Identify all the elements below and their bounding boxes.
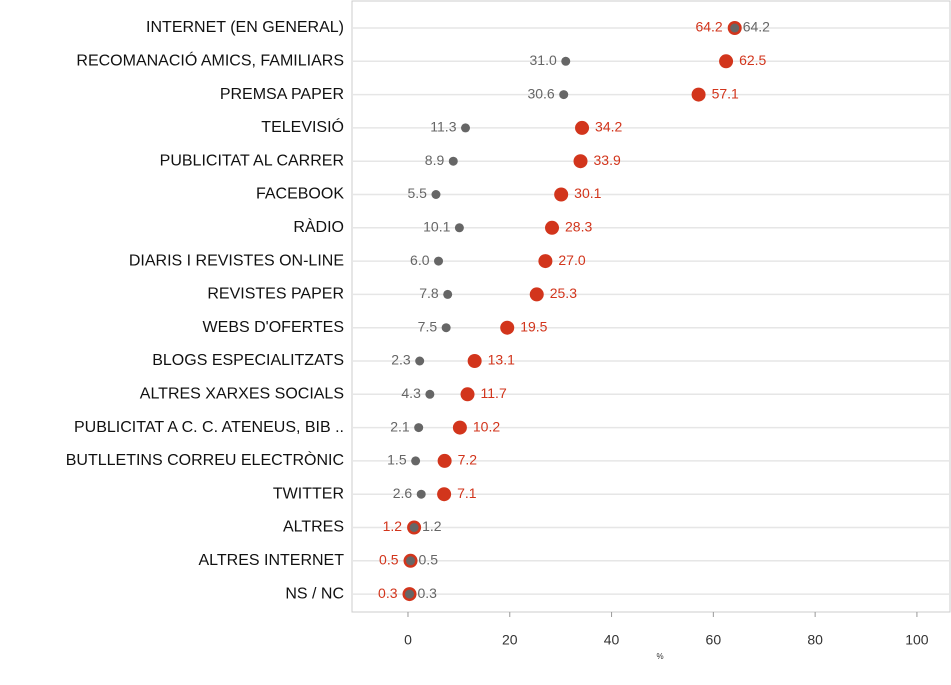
category-label: PUBLICITAT AL CARRER [160,152,344,169]
gray-value-label: 2.6 [393,485,413,501]
category-label: DIARIS I REVISTES ON-LINE [129,252,344,269]
x-tick-label: 0 [404,632,412,648]
gray-value-label: 11.3 [430,119,456,135]
gray-value-label: 6.0 [410,252,430,268]
category-label: ALTRES INTERNET [199,552,345,569]
red-value-label: 0.3 [378,585,398,601]
gray-value-label: 1.2 [422,518,442,534]
category-label: RECOMANACIÓ AMICS, FAMILIARS [76,51,344,70]
x-tick-label: 80 [807,632,823,648]
red-dot [452,420,467,435]
gray-value-label: 4.3 [401,385,421,401]
gray-dot [443,289,453,299]
category-label: PREMSA PAPER [220,86,344,103]
x-axis-label: % [656,652,663,661]
gray-dot [454,223,464,233]
gray-value-label: 7.5 [418,318,438,334]
gray-dot [431,190,441,199]
red-dot [691,87,706,102]
plot-frame [351,0,951,613]
red-value-label: 64.2 [695,19,722,35]
red-value-label: 34.2 [595,119,622,135]
red-dot [460,387,475,402]
red-value-label: 7.2 [458,452,478,468]
category-label: WEBS D'OFERTES [203,319,344,336]
gray-value-label: 2.1 [390,418,410,434]
red-dot [437,487,452,502]
gray-dot [730,23,740,33]
category-label: BLOGS ESPECIALITZATS [152,352,344,369]
gray-value-label: 1.5 [387,452,407,468]
gray-dot [434,256,444,266]
red-dot [500,320,515,335]
category-label: RÀDIO [293,217,344,236]
gray-dot [405,589,415,599]
red-dot [554,187,569,202]
category-label: NS / NC [285,585,344,602]
red-value-label: 10.2 [473,418,500,434]
gray-dot [414,423,424,433]
gray-dot [415,356,425,366]
category-label: ALTRES [283,519,344,536]
red-dot [719,54,734,69]
category-label: BUTLLETINS CORREU ELECTRÒNIC [66,450,344,469]
red-value-label: 19.5 [520,318,547,334]
red-dot [573,154,588,169]
red-value-label: 27.0 [558,252,585,268]
category-label: ALTRES XARXES SOCIALS [140,386,344,403]
gray-dot [411,456,421,466]
red-dot [545,220,560,235]
x-tick-label: 40 [604,632,620,648]
category-label: TELEVISIÓ [261,117,344,136]
gray-value-label: 0.3 [418,585,438,601]
gray-dot [406,556,416,566]
red-dot [575,120,590,135]
gray-dot [448,156,458,166]
gray-value-label: 0.5 [419,552,439,568]
gray-value-label: 64.2 [743,19,770,35]
red-value-label: 57.1 [712,85,739,101]
red-value-label: 62.5 [739,52,766,68]
category-label: FACEBOOK [256,186,344,203]
gray-value-label: 30.6 [527,85,554,101]
gray-dot [441,323,451,333]
red-dot [437,453,452,468]
red-value-label: 13.1 [488,352,515,368]
gray-value-label: 2.3 [391,352,411,368]
gray-dot [561,56,571,66]
gray-dot [425,389,435,399]
category-label: INTERNET (EN GENERAL) [146,19,344,36]
red-value-label: 7.1 [457,485,477,501]
red-value-label: 25.3 [550,285,577,301]
gray-value-label: 7.8 [419,285,439,301]
red-value-label: 33.9 [594,152,621,168]
red-value-label: 1.2 [383,518,403,534]
category-label: TWITTER [273,485,344,502]
x-tick-label: 100 [905,632,929,648]
category-label: REVISTES PAPER [207,286,344,303]
red-value-label: 11.7 [481,385,507,401]
gray-dot [559,90,569,100]
gray-value-label: 10.1 [423,219,450,235]
red-value-label: 28.3 [565,219,592,235]
gray-dot [460,123,470,133]
red-dot [529,287,544,302]
gray-dot [416,489,426,499]
red-value-label: 0.5 [379,552,399,568]
red-dot [467,354,482,368]
x-tick-label: 60 [706,632,722,648]
gray-value-label: 8.9 [425,152,445,168]
gray-value-label: 5.5 [408,185,428,201]
category-label: PUBLICITAT A C. C. ATENEUS, BIB .. [74,419,344,436]
gray-dot [409,523,419,532]
gray-value-label: 31.0 [530,52,557,68]
red-dot [538,254,553,269]
x-tick-label: 20 [502,632,518,648]
red-value-label: 30.1 [574,185,601,201]
